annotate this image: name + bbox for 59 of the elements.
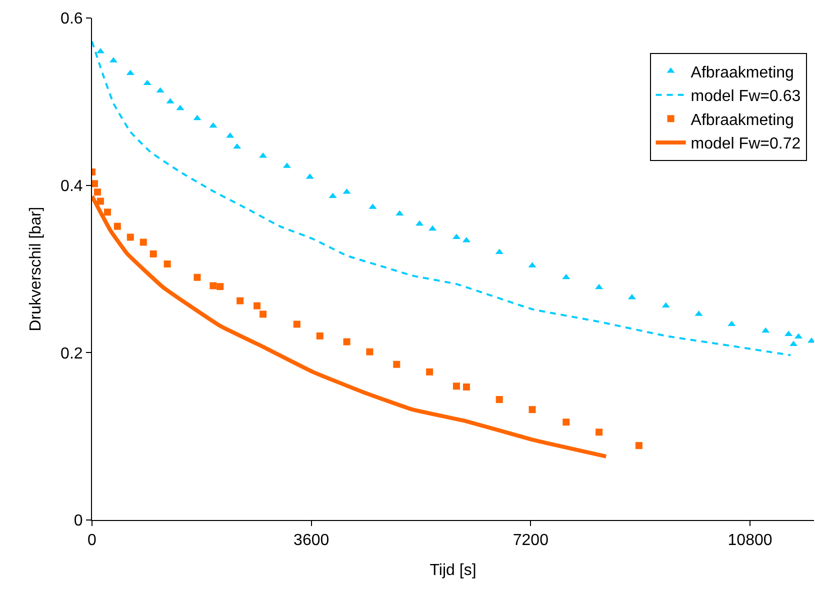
point — [462, 383, 470, 390]
y-axis-title: Drukverschil [bar] — [27, 206, 44, 332]
point — [194, 274, 201, 281]
point — [628, 294, 636, 300]
point — [635, 442, 642, 450]
point — [143, 80, 152, 86]
point — [595, 284, 604, 290]
point — [807, 337, 814, 343]
point — [104, 208, 111, 216]
point — [528, 406, 536, 414]
point — [236, 297, 244, 304]
point — [94, 188, 101, 196]
legend-label: model Fw=0.72 — [690, 136, 801, 153]
point — [209, 122, 218, 128]
x-tick-label: 3600 — [294, 532, 330, 550]
point — [662, 302, 670, 308]
point — [96, 198, 104, 205]
point — [156, 87, 164, 93]
y-tick-label: 0.6 — [60, 10, 83, 28]
point — [366, 348, 374, 356]
legend-label: model Fw=0.63 — [690, 88, 801, 106]
x-tick-label: 7200 — [512, 532, 549, 550]
y-tick-label: 0.4 — [60, 178, 83, 195]
point — [426, 368, 434, 376]
point — [396, 210, 404, 216]
legend-label: Afbraakmeting — [690, 112, 794, 129]
point — [114, 222, 121, 230]
y-tick-label: 0.2 — [60, 345, 83, 362]
point — [293, 320, 300, 328]
point — [260, 310, 267, 318]
point — [306, 173, 314, 179]
point — [140, 238, 147, 246]
point — [495, 248, 504, 254]
point — [216, 283, 224, 290]
point — [233, 143, 242, 149]
point — [393, 360, 400, 368]
point — [92, 180, 98, 188]
x-tick-label: 10800 — [728, 532, 772, 550]
legend-label: Afbraakmeting — [690, 64, 794, 82]
point — [343, 338, 350, 346]
point — [762, 327, 770, 333]
point — [164, 260, 171, 268]
point — [562, 274, 570, 280]
y-tick-label: 0 — [74, 512, 83, 530]
point — [254, 302, 261, 310]
x-tick-label: 0 — [88, 532, 97, 550]
point — [210, 282, 217, 290]
point — [226, 132, 234, 138]
x-axis-title: Tijd [s] — [430, 562, 476, 579]
point — [316, 332, 324, 340]
point — [416, 220, 424, 226]
point — [150, 250, 157, 258]
point — [193, 114, 202, 120]
point — [496, 396, 503, 404]
point — [452, 382, 460, 390]
point — [562, 418, 570, 426]
point — [126, 234, 134, 241]
point — [596, 428, 603, 436]
point — [176, 104, 184, 110]
